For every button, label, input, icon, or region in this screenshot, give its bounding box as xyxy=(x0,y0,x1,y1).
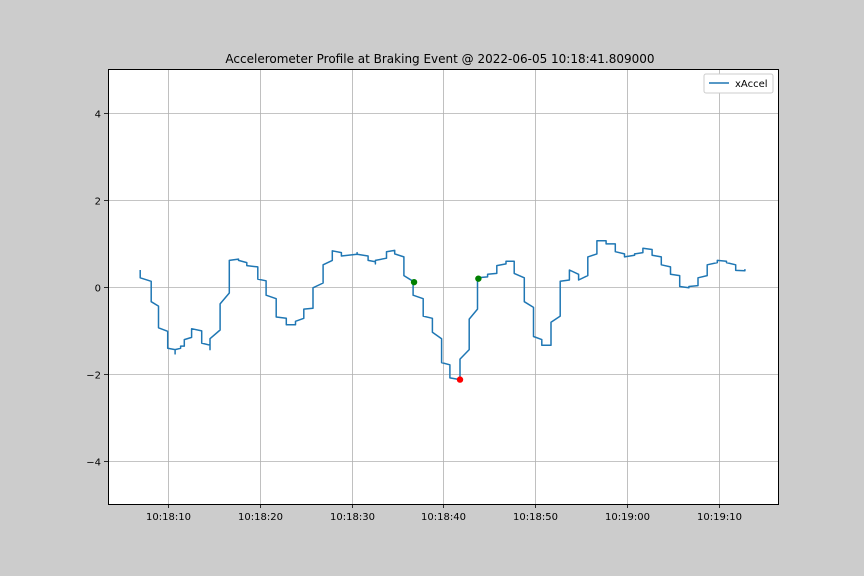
y-tick-label: 2 xyxy=(95,197,101,208)
event-marker-point xyxy=(475,275,482,282)
y-tick-label: −4 xyxy=(86,458,101,469)
y-tick-label: 0 xyxy=(95,284,101,295)
event-markers xyxy=(410,275,482,383)
y-tick-label: −2 xyxy=(86,371,101,382)
plot-background xyxy=(108,69,778,504)
grid-lines xyxy=(108,69,778,504)
x-tick-label: 10:19:00 xyxy=(605,512,650,523)
legend-label-xaccel: xAccel xyxy=(735,79,768,90)
legend: xAccel xyxy=(703,73,774,94)
x-tick-label: 10:18:20 xyxy=(238,512,283,523)
event-marker-point xyxy=(410,278,418,286)
x-tick-label: 10:19:10 xyxy=(697,512,742,523)
series-line-xaccel xyxy=(139,240,746,381)
x-tick-label: 10:18:10 xyxy=(146,512,191,523)
event-marker-point xyxy=(456,376,464,383)
legend-box xyxy=(703,73,774,94)
chart-title: Accelerometer Profile at Braking Event @… xyxy=(225,52,654,66)
y-axis: 4 2 0 −2 −4 xyxy=(86,110,108,469)
x-axis: 10:18:10 10:18:20 10:18:30 10:18:40 10:18:50… xyxy=(146,504,742,523)
y-tick-label: 4 xyxy=(95,110,101,121)
x-tick-label: 10:18:30 xyxy=(330,512,375,523)
series-layer xyxy=(139,240,746,381)
x-tick-label: 10:18:50 xyxy=(513,512,558,523)
x-tick-label: 10:18:40 xyxy=(421,512,466,523)
